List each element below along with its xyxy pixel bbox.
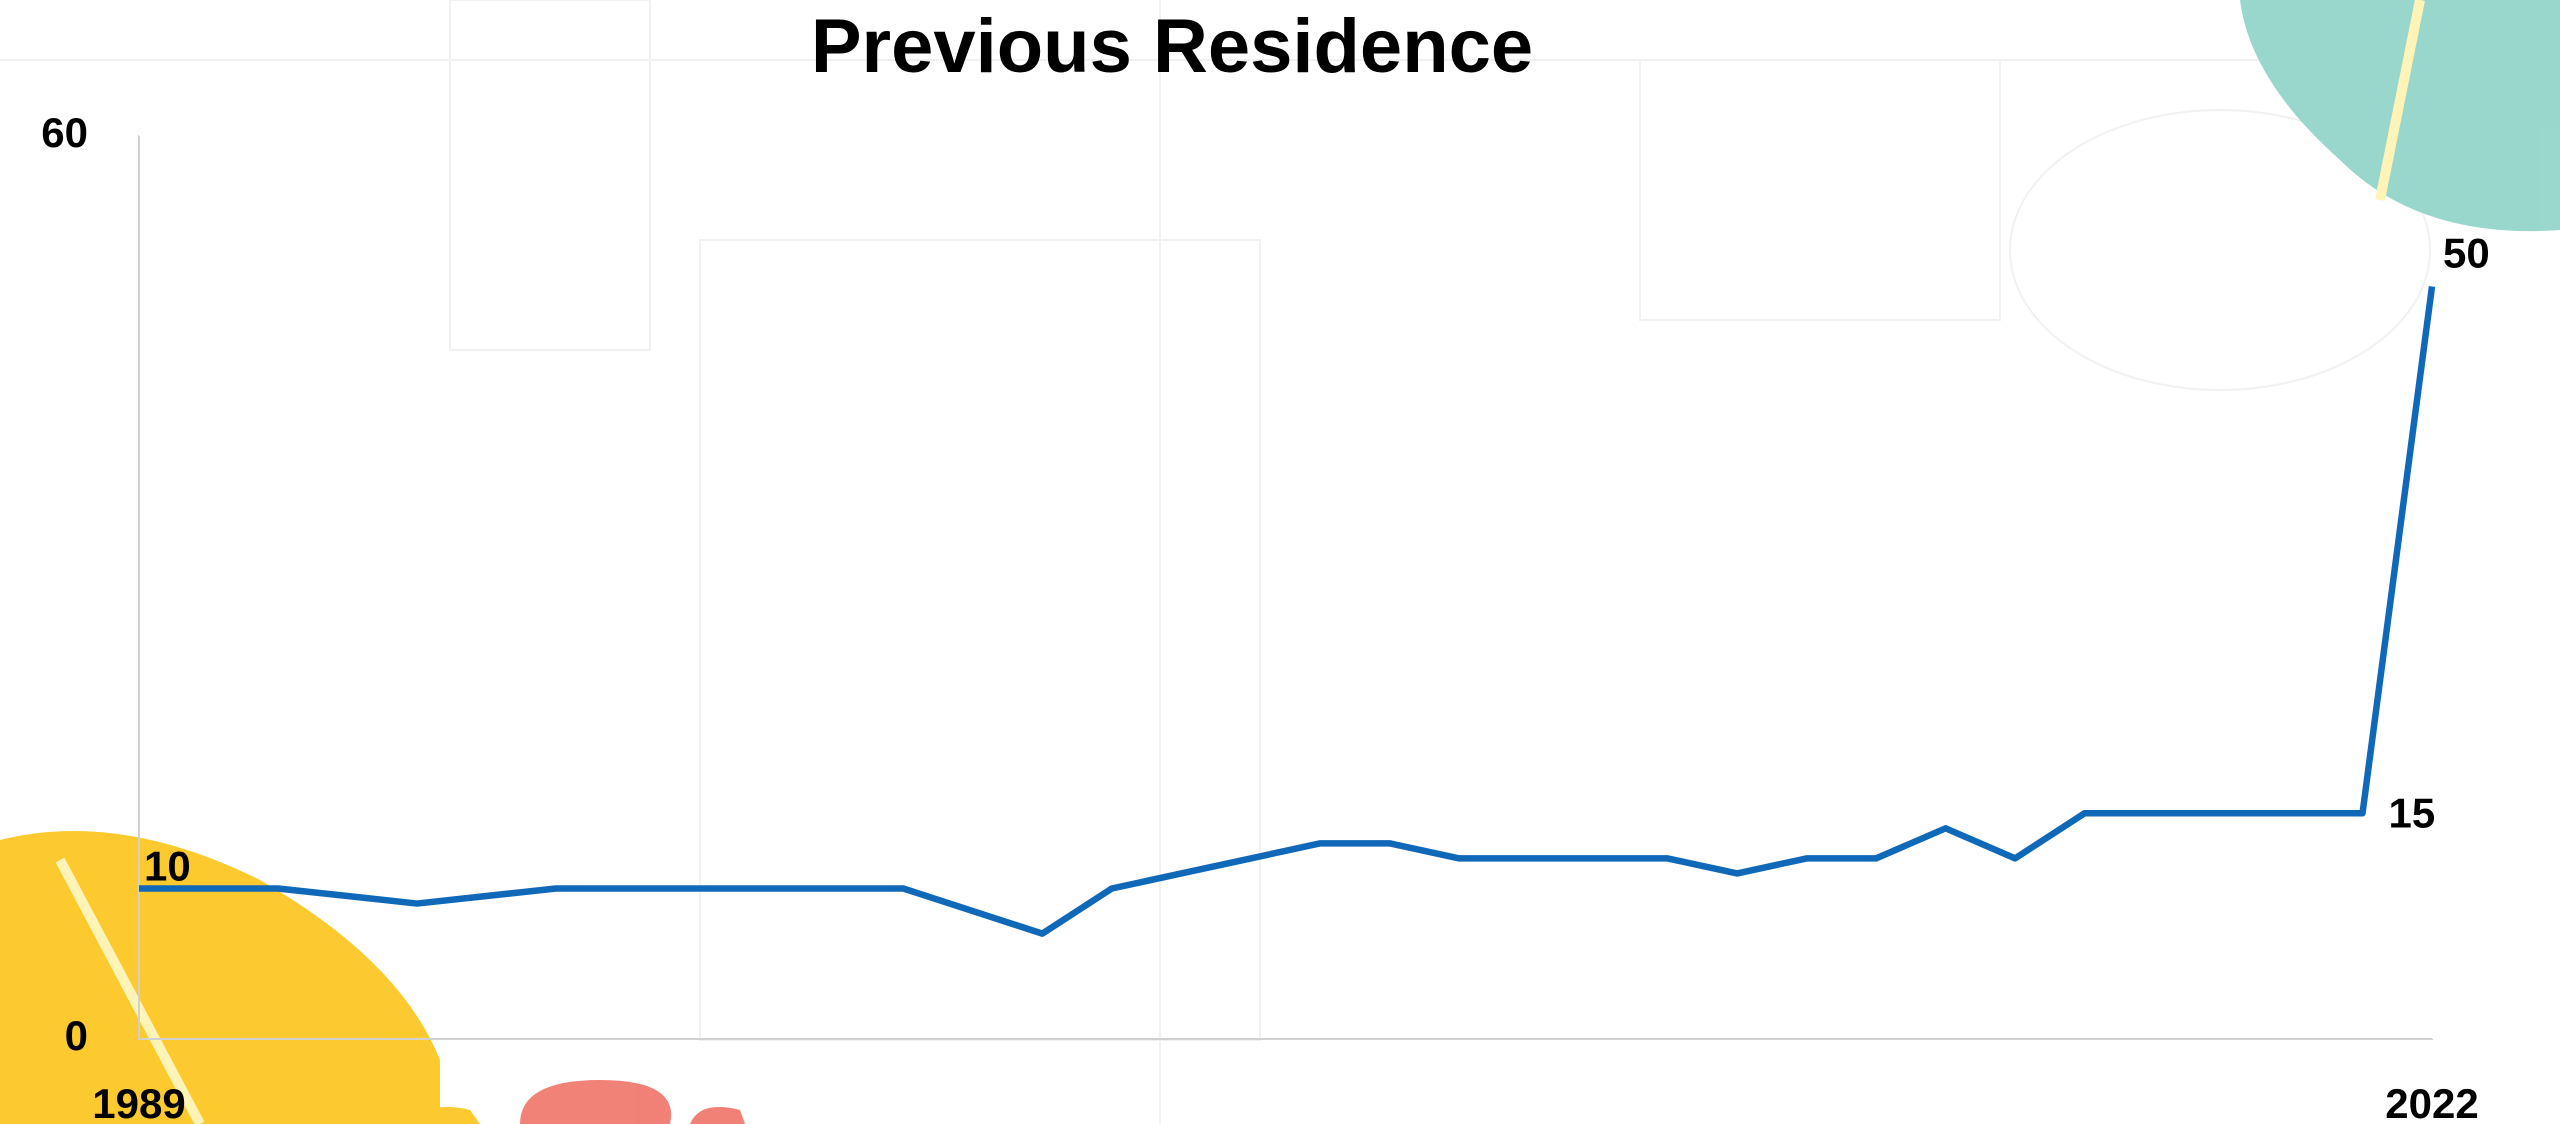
y-tick-label: 60 (41, 109, 88, 156)
chart-title: Previous Residence (811, 4, 1533, 89)
data-label: 10 (144, 843, 191, 890)
x-tick-label: 2022 (2385, 1080, 2478, 1124)
y-tick-label: 0 (65, 1012, 88, 1059)
x-tick-label: 1989 (92, 1080, 185, 1124)
data-line (139, 286, 2436, 937)
data-label: 50 (2443, 230, 2490, 277)
data-label: 15 (2389, 789, 2436, 836)
